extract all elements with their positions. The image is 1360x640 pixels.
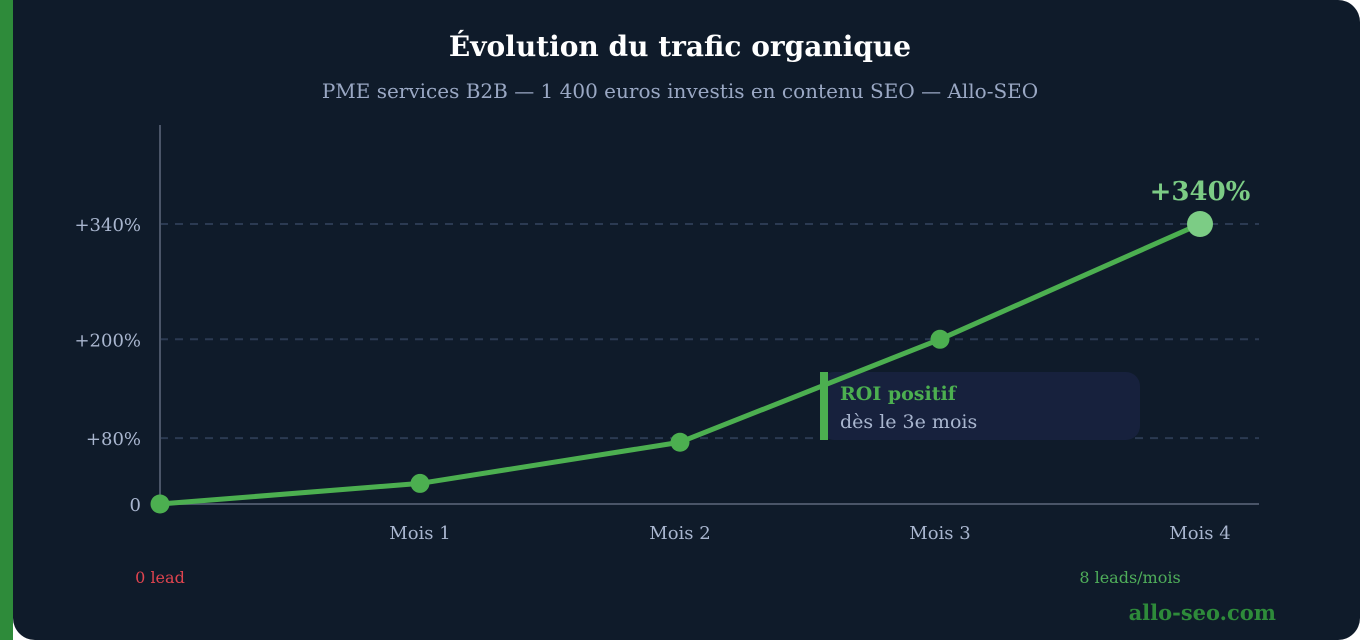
- x-tick-label: Mois 2: [649, 523, 710, 544]
- y-tick-label: +340%: [74, 215, 141, 236]
- axes: [159, 125, 1259, 505]
- y-tick-label: 0: [130, 495, 141, 516]
- roi-annotation-title: ROI positif: [840, 383, 958, 405]
- lead-end-label: 8 leads/mois: [1079, 568, 1180, 587]
- data-point: [150, 494, 170, 514]
- x-tick-labels: Mois 1 Mois 2 Mois 3 Mois 4: [389, 523, 1230, 544]
- data-point: [930, 329, 950, 349]
- accent-bar: [0, 0, 13, 640]
- y-tick-label: +80%: [86, 429, 141, 450]
- chart-card: [13, 0, 1360, 640]
- chart-subtitle: PME services B2B — 1 400 euros investis …: [321, 79, 1039, 103]
- series-traffic: [157, 221, 1203, 507]
- roi-annotation-text: dès le 3e mois: [840, 411, 977, 433]
- x-tick-label: Mois 4: [1169, 523, 1230, 544]
- y-tick-labels: 0 +80% +200% +340%: [74, 215, 141, 516]
- chart-title: Évolution du trafic organique: [448, 30, 912, 63]
- data-point: [1187, 211, 1213, 237]
- data-point: [670, 432, 690, 452]
- data-point: [410, 473, 430, 493]
- roi-annotation-accent: [820, 372, 828, 440]
- x-tick-label: Mois 3: [909, 523, 970, 544]
- roi-annotation-box: [820, 372, 1140, 440]
- series-points: [150, 211, 1213, 514]
- series-line: [157, 221, 1203, 507]
- roi-annotation: ROI positif dès le 3e mois: [820, 372, 1140, 440]
- lead-start-label: 0 lead: [135, 568, 185, 587]
- x-tick-label: Mois 1: [389, 523, 450, 544]
- brand-label: allo-seo.com: [1129, 600, 1276, 625]
- peak-label: +340%: [1150, 177, 1251, 207]
- y-tick-label: +200%: [74, 330, 141, 351]
